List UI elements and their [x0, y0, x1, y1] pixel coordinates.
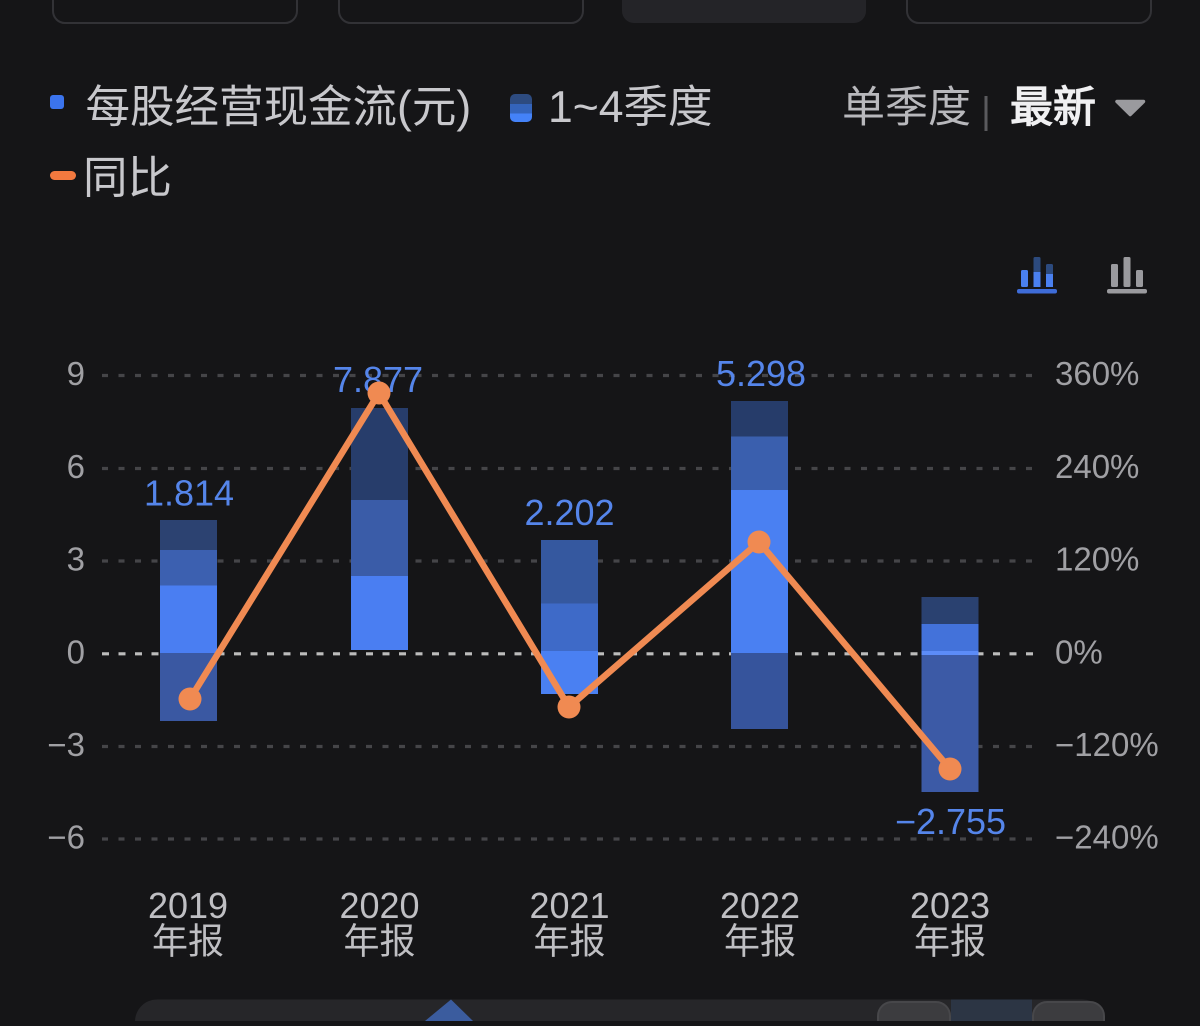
svg-text:2021: 2021 — [529, 885, 609, 926]
svg-text:3: 3 — [67, 541, 85, 578]
svg-text:−240%: −240% — [1055, 819, 1159, 856]
svg-text:最新: 最新 — [1010, 84, 1096, 132]
svg-text:120%: 120% — [1055, 541, 1139, 578]
svg-text:每股经营现金流(元): 每股经营现金流(元) — [86, 83, 472, 132]
svg-text:360%: 360% — [1055, 355, 1139, 392]
svg-text:年报: 年报 — [152, 921, 224, 962]
svg-text:单季度: 单季度 — [842, 84, 971, 132]
svg-text:2020: 2020 — [339, 885, 419, 926]
svg-text:−6: −6 — [47, 819, 85, 856]
svg-text:年报: 年报 — [914, 921, 986, 962]
svg-text:同比: 同比 — [83, 154, 172, 203]
svg-text:0%: 0% — [1055, 634, 1103, 671]
svg-text:2022: 2022 — [720, 885, 800, 926]
svg-text:−3: −3 — [47, 726, 85, 763]
svg-text:6: 6 — [67, 448, 85, 485]
svg-text:2019: 2019 — [148, 885, 228, 926]
svg-text:−2.755: −2.755 — [895, 801, 1006, 842]
svg-text:−120%: −120% — [1055, 726, 1159, 763]
svg-text:1~4季度: 1~4季度 — [548, 83, 713, 132]
svg-text:0: 0 — [67, 634, 85, 671]
svg-text:2023: 2023 — [910, 885, 990, 926]
svg-text:240%: 240% — [1055, 448, 1139, 485]
svg-text:年报: 年报 — [533, 921, 605, 962]
svg-text:1.814: 1.814 — [144, 473, 234, 514]
svg-text:9: 9 — [67, 355, 85, 392]
svg-text:5.298: 5.298 — [716, 353, 806, 394]
svg-text:年报: 年报 — [343, 921, 415, 962]
svg-text:2.202: 2.202 — [524, 492, 614, 533]
svg-text:年报: 年报 — [724, 921, 796, 962]
